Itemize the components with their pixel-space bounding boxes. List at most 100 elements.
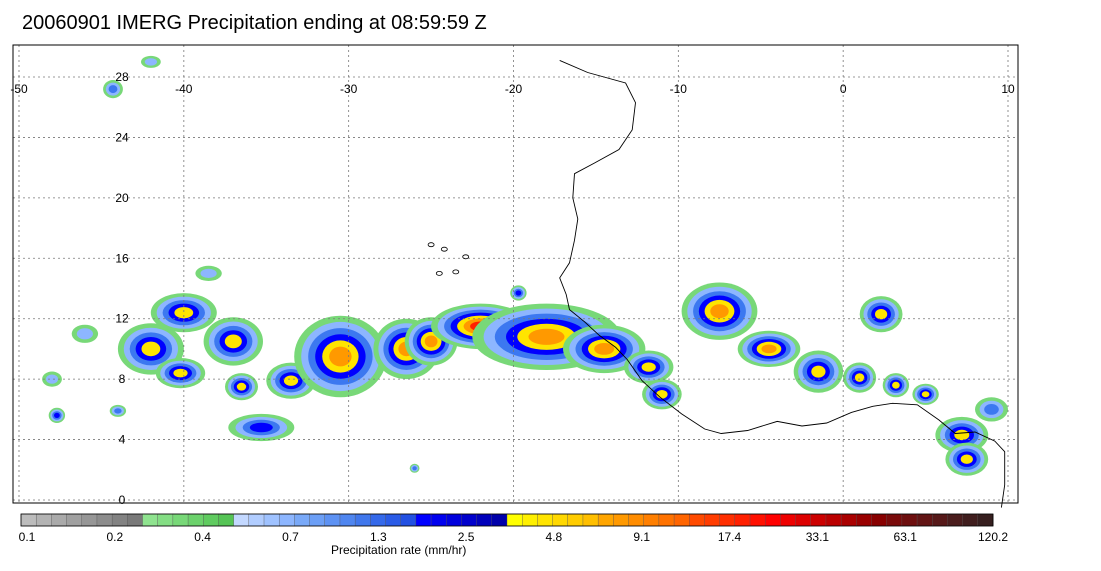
colorbar-swatch [749,513,766,527]
colorbar-swatch [248,513,265,527]
colorbar-swatch [309,513,326,527]
colorbar-swatch [567,513,584,527]
colorbar-swatch [233,513,250,527]
colorbar-swatch [916,513,933,527]
precip-contour [200,268,217,278]
precip-contour [236,382,247,391]
colorbar-swatch [962,513,979,527]
precip-contour [710,304,729,319]
precip-contour [960,454,973,464]
map-layer: -50 -40 -30 -20 -10 0 10 0 4 8 12 16 20 24 28 0.1 0.2 0.4… [10,44,1019,544]
colorbar-swatch [96,513,113,527]
precip-contour [329,346,352,367]
colorbar-swatch [977,513,994,527]
colorbar-swatch [51,513,68,527]
precip-cell [793,350,844,393]
precip-contour [515,290,522,296]
colorbar-swatch [871,513,888,527]
precip-cell [109,404,127,417]
colorbar-swatch [506,513,523,527]
lat-tick-label: 8 [119,372,126,386]
lat-tick-label: 4 [119,433,126,447]
colorbar-swatch [354,513,371,527]
lat-tick-label: 12 [115,312,129,326]
colorbar-swatch [446,513,462,527]
precip-contour [412,466,417,471]
page-title: 20060901 IMERG Precipitation ending at 0… [22,12,487,34]
colorbar-swatch [613,513,629,527]
colorbar-tick-label: 4.8 [546,530,563,544]
colorbar-swatch [476,513,493,527]
colorbar-swatch [400,513,417,527]
colorbar-swatch [947,513,964,527]
colorbar-tick-label: 63.1 [894,530,918,544]
colorbar-swatch [111,513,128,527]
precip-cell [294,315,387,398]
precip-cell [912,383,939,405]
lat-tick-label: 16 [115,251,129,265]
coastline [559,59,1006,508]
colorbar: 0.1 0.2 0.4 0.7 1.3 2.5 4.8 9.1 17.4 33.1 63.1 120.… [19,513,1008,544]
precip-cell [975,397,1008,422]
colorbar-swatch [780,513,797,527]
colorbar-swatch [339,513,356,527]
colorbar-swatch [81,513,98,527]
colorbar-swatch [142,513,159,527]
lon-tick-label: -20 [505,82,523,96]
precip-cell [510,285,527,301]
island-outline [435,270,443,276]
colorbar-swatch [537,513,554,527]
colorbar-tick-label: 2.5 [458,530,475,544]
colorbar-swatch [461,513,478,527]
colorbar-tick-label: 120.2 [978,530,1008,544]
precip-cells [42,55,1008,476]
precip-contour [173,368,188,378]
precip-contour [528,328,565,345]
precip-cell [42,371,62,387]
colorbar-swatch [734,513,751,527]
precip-cell [624,350,674,384]
colorbar-swatch [689,513,705,527]
colorbar-swatch [764,513,781,527]
precip-contour [892,381,900,389]
precip-contour [594,343,615,355]
precip-cell [48,407,66,423]
colorbar-swatch [370,513,386,527]
colorbar-swatch [20,513,37,527]
precip-cell [195,265,222,281]
colorbar-swatch [430,513,447,527]
precip-contour [954,429,970,441]
precip-cell [737,330,801,367]
colorbar-tick-label: 0.1 [19,530,36,544]
precip-contour [761,344,777,354]
colorbar-tick-label: 9.1 [633,530,650,544]
colorbar-swatch [203,513,219,527]
colorbar-swatch [324,513,341,527]
colorbar-swatch [187,513,204,527]
colorbar-swatch [597,513,614,527]
colorbar-swatch [810,513,827,527]
colorbar-swatch [278,513,295,527]
colorbar-swatch [901,513,918,527]
precip-contour [424,335,438,348]
colorbar-swatch [704,513,721,527]
island-outline [427,242,435,248]
colorbar-swatch [825,513,842,527]
colorbar-swatch [294,513,311,527]
colorbar-swatch [263,513,280,527]
colorbar-swatch [66,513,83,527]
colorbar-swatch [932,513,948,527]
colorbar-swatch [35,513,52,527]
colorbar-tick-label: 33.1 [806,530,830,544]
colorbar-swatch [491,513,508,527]
precip-cell [642,379,682,410]
colorbar-swatch [795,513,812,527]
colorbar-tick-label: 0.2 [106,530,123,544]
island-outline [452,269,460,275]
lon-tick-label: -10 [670,82,688,96]
colorbar-tick-label: 1.3 [370,530,387,544]
precip-cell [859,296,903,333]
lat-tick-label: 20 [115,191,129,205]
precip-contour [641,362,656,372]
